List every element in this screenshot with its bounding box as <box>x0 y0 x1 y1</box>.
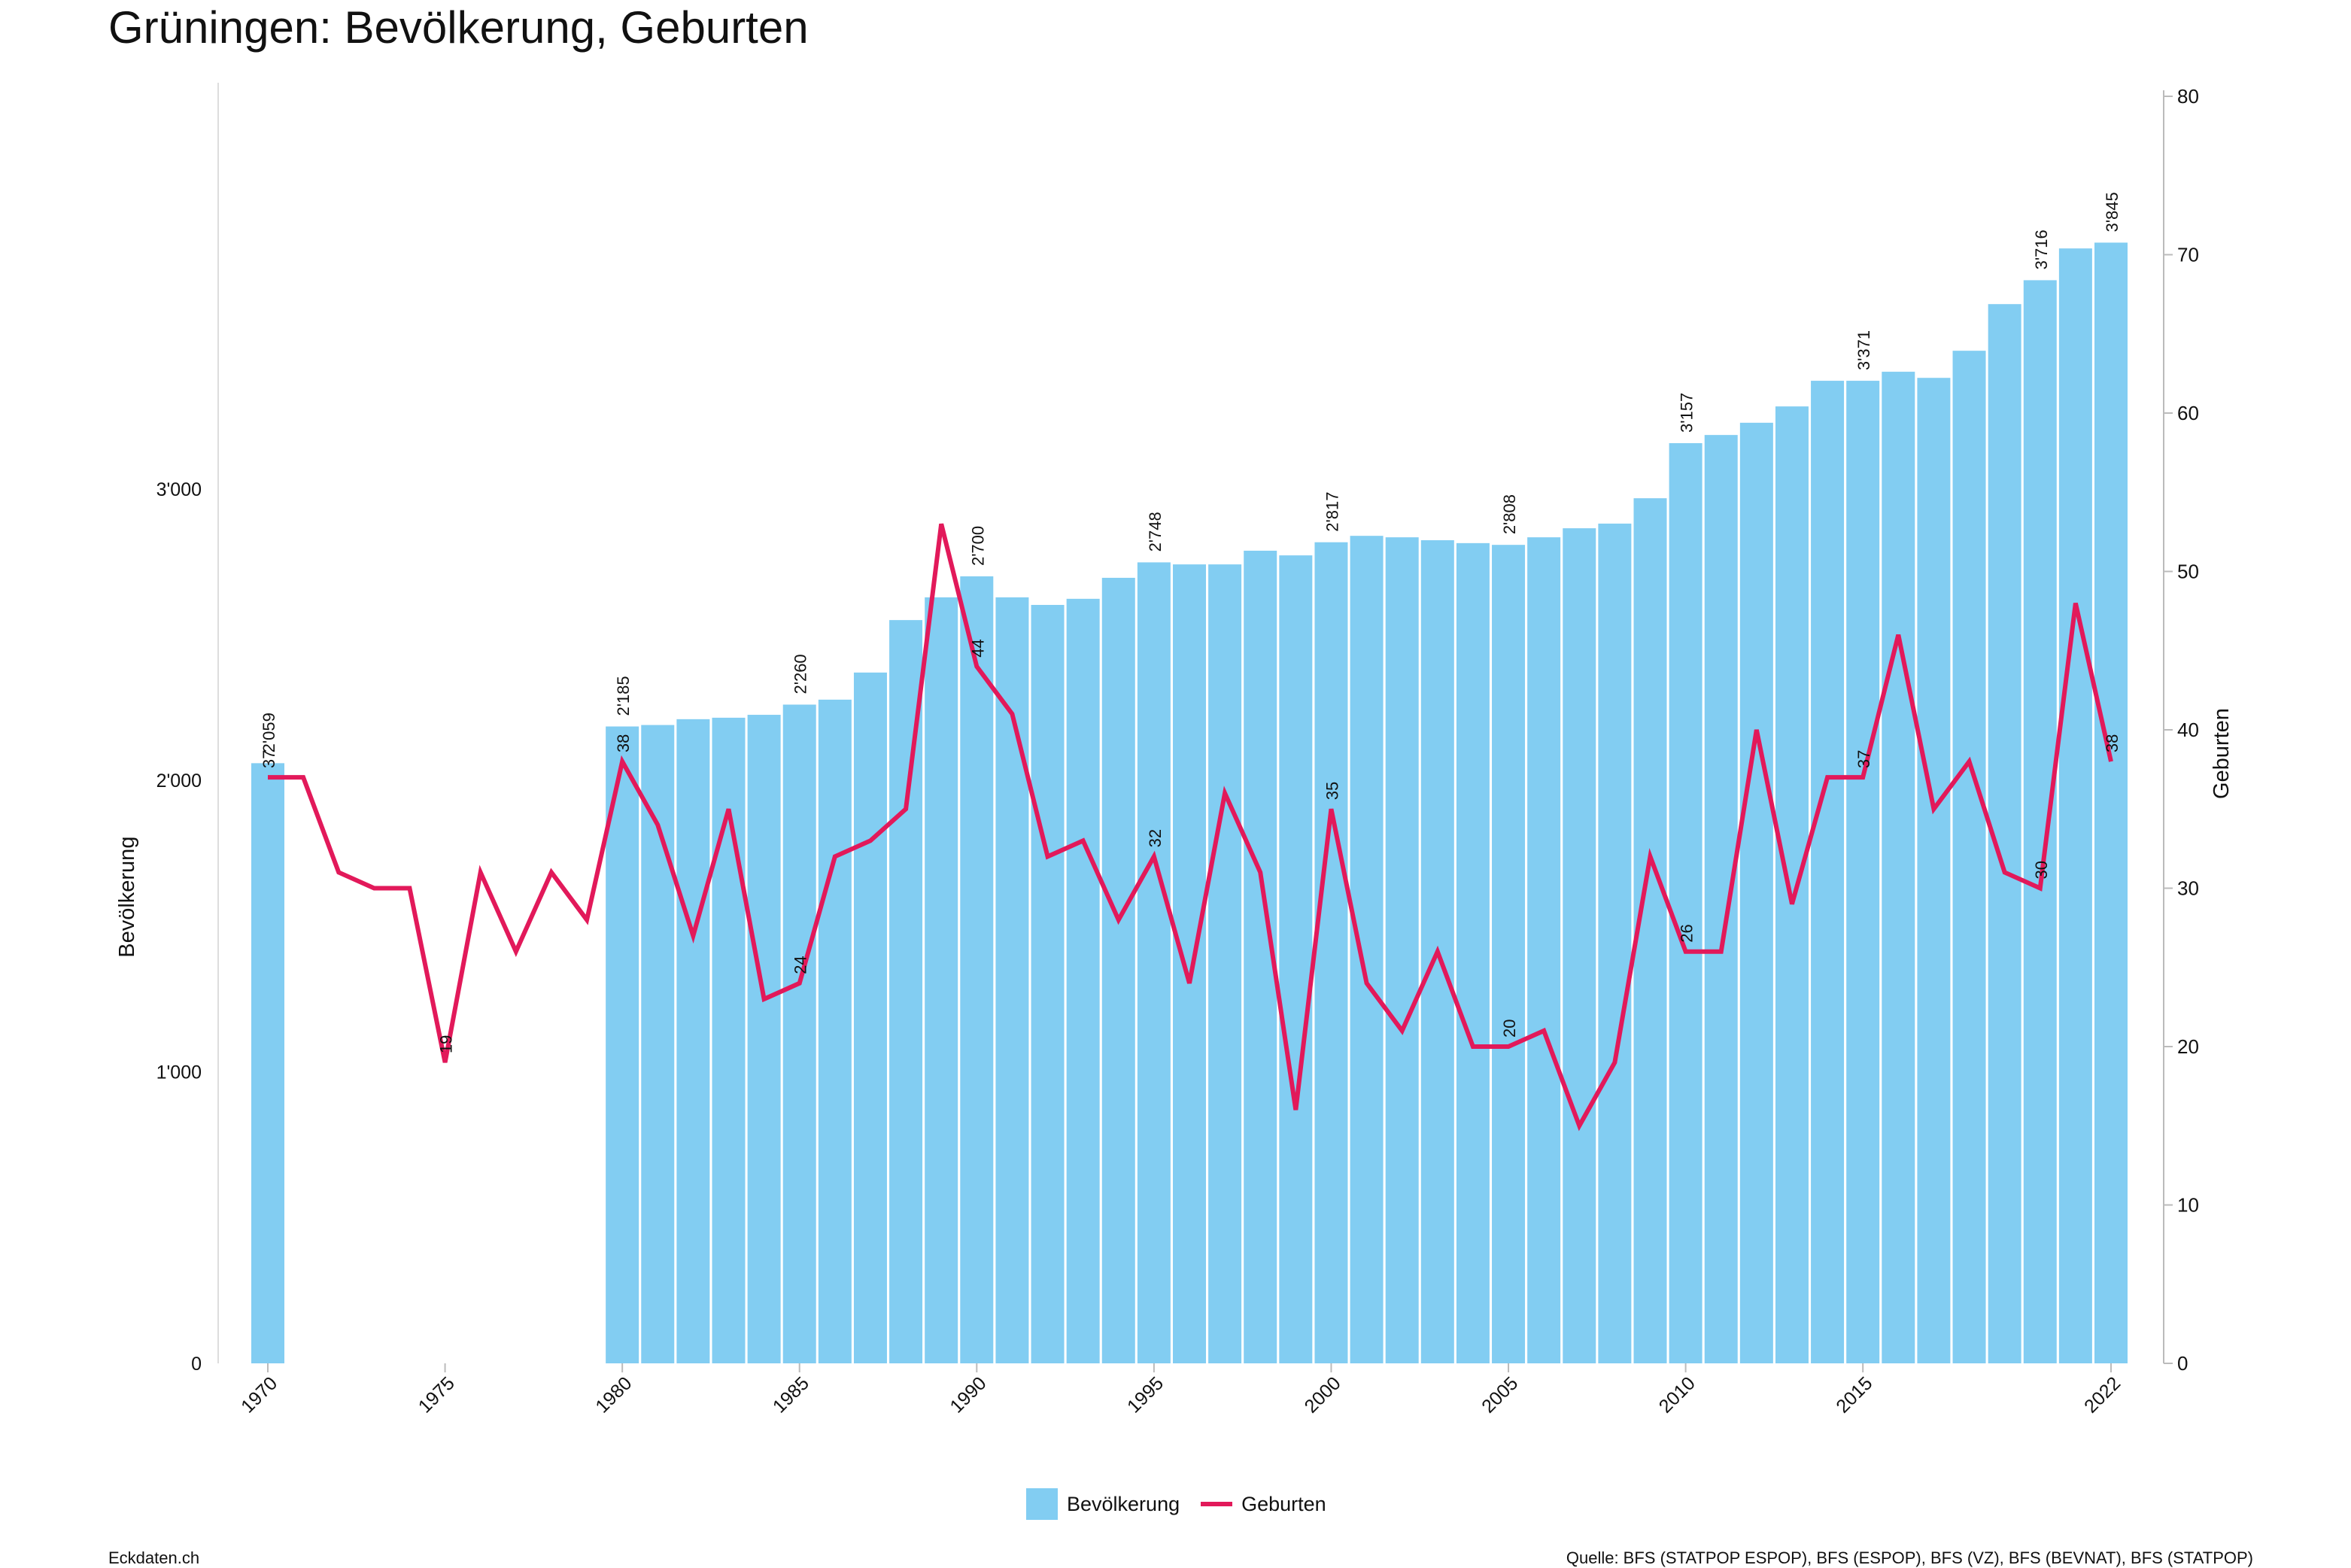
bar-2014 <box>1811 381 1844 1363</box>
y-tick-label: 2'000 <box>156 770 202 792</box>
bar-2022 <box>2094 242 2128 1363</box>
line-value-label: 37 <box>1854 750 1873 768</box>
y2-tick-label: 30 <box>2177 877 2199 900</box>
bar-1992 <box>1031 605 1065 1363</box>
bar-2018 <box>1953 351 1986 1363</box>
y2-tick-label: 70 <box>2177 244 2199 266</box>
x-tick-label: 1995 <box>1123 1372 1168 1417</box>
line-value-label: 44 <box>968 639 987 657</box>
x-tick-label: 1990 <box>946 1372 990 1417</box>
line-value-label: 37 <box>260 750 278 768</box>
bar-value-label: 2'260 <box>791 654 810 694</box>
bar-2015 <box>1846 381 1879 1363</box>
bar-1996 <box>1173 564 1206 1363</box>
bar-2021 <box>2059 248 2092 1363</box>
line-value-label: 26 <box>1678 924 1696 942</box>
line-value-label: 19 <box>437 1035 456 1053</box>
line-value-label: 30 <box>2032 861 2051 879</box>
line-value-label: 20 <box>1500 1020 1519 1038</box>
bar-2006 <box>1527 537 1560 1363</box>
bar-2004 <box>1456 543 1490 1363</box>
y-tick-label: 1'000 <box>156 1062 202 1083</box>
y-axis-title: Bevölkerung <box>115 837 139 958</box>
bar-1989 <box>925 597 958 1363</box>
y2-tick-label: 50 <box>2177 561 2199 583</box>
bar-value-label: 3'371 <box>1854 330 1873 370</box>
line-value-label: 32 <box>1146 829 1165 847</box>
y2-axis-title: Geburten <box>2210 708 2234 799</box>
bar-1990 <box>960 576 993 1363</box>
bar-2008 <box>1598 524 1631 1363</box>
x-tick-label: 2000 <box>1301 1372 1345 1417</box>
x-tick-label: 2015 <box>1832 1372 1876 1417</box>
bar-2017 <box>1917 378 1950 1363</box>
bar-1994 <box>1102 578 1135 1363</box>
bar-value-label: 2'059 <box>260 713 278 752</box>
y2-tick-label: 80 <box>2177 85 2199 108</box>
legend-swatch-bevoelkerung <box>1026 1488 1058 1520</box>
y2-tick-label: 10 <box>2177 1194 2199 1217</box>
footer-source: Quelle: BFS (STATPOP ESPOP), BFS (ESPOP)… <box>1566 1548 2253 1568</box>
bar-1970 <box>251 763 284 1363</box>
bar-2000 <box>1314 542 1347 1363</box>
bar-value-label: 2'817 <box>1323 492 1341 532</box>
y2-tick-label: 60 <box>2177 402 2199 424</box>
legend-label-bevoelkerung: Bevölkerung <box>1067 1493 1180 1516</box>
bar-1999 <box>1279 555 1312 1363</box>
line-value-label: 38 <box>614 734 633 752</box>
bar-2011 <box>1705 435 1738 1363</box>
bar-value-label: 2'185 <box>614 676 633 716</box>
legend: Bevölkerung Geburten <box>1026 1488 1326 1520</box>
bar-2010 <box>1669 443 1703 1363</box>
legend-label-geburten: Geburten <box>1241 1493 1326 1516</box>
y-tick-label: 3'000 <box>156 479 202 500</box>
bar-1993 <box>1067 599 1100 1363</box>
x-tick-label: 2022 <box>2080 1372 2125 1417</box>
x-tick-label: 1970 <box>237 1372 281 1417</box>
bar-value-label: 2'748 <box>1146 512 1165 552</box>
bar-2016 <box>1882 372 1915 1363</box>
bar-2002 <box>1386 537 1419 1363</box>
x-tick-label: 1975 <box>415 1372 459 1417</box>
bar-2012 <box>1740 423 1773 1363</box>
bar-2001 <box>1350 536 1384 1363</box>
legend-swatch-geburten <box>1201 1502 1232 1506</box>
line-value-label: 35 <box>1323 782 1341 800</box>
footer-brand: Eckdaten.ch <box>108 1548 199 1568</box>
x-tick-label: 1980 <box>591 1372 636 1417</box>
bar-2005 <box>1492 545 1525 1363</box>
bar-2013 <box>1775 406 1809 1363</box>
bar-1995 <box>1138 562 1171 1363</box>
bar-value-label: 3'157 <box>1678 393 1696 433</box>
bar-value-label: 3'716 <box>2032 229 2051 269</box>
line-value-label: 24 <box>791 956 810 974</box>
bar-1997 <box>1208 564 1241 1363</box>
bar-1982 <box>676 719 709 1363</box>
bar-value-label: 3'845 <box>2103 192 2122 232</box>
x-tick-label: 1985 <box>769 1372 813 1417</box>
bar-2007 <box>1563 528 1596 1363</box>
y2-tick-label: 20 <box>2177 1035 2199 1058</box>
bar-1984 <box>748 715 781 1363</box>
bar-value-label: 2'700 <box>968 526 987 566</box>
bar-value-label: 2'808 <box>1500 494 1519 534</box>
x-tick-label: 2010 <box>1655 1372 1699 1417</box>
line-value-label: 38 <box>2103 734 2122 752</box>
bar-1987 <box>854 673 887 1363</box>
bar-1986 <box>819 700 852 1363</box>
y2-tick-label: 40 <box>2177 719 2199 741</box>
x-tick-label: 2005 <box>1478 1372 1522 1417</box>
bar-1985 <box>783 704 816 1363</box>
bar-2020 <box>2024 280 2057 1363</box>
y-tick-label: 0 <box>191 1354 202 1375</box>
y2-tick-label: 0 <box>2177 1352 2188 1375</box>
